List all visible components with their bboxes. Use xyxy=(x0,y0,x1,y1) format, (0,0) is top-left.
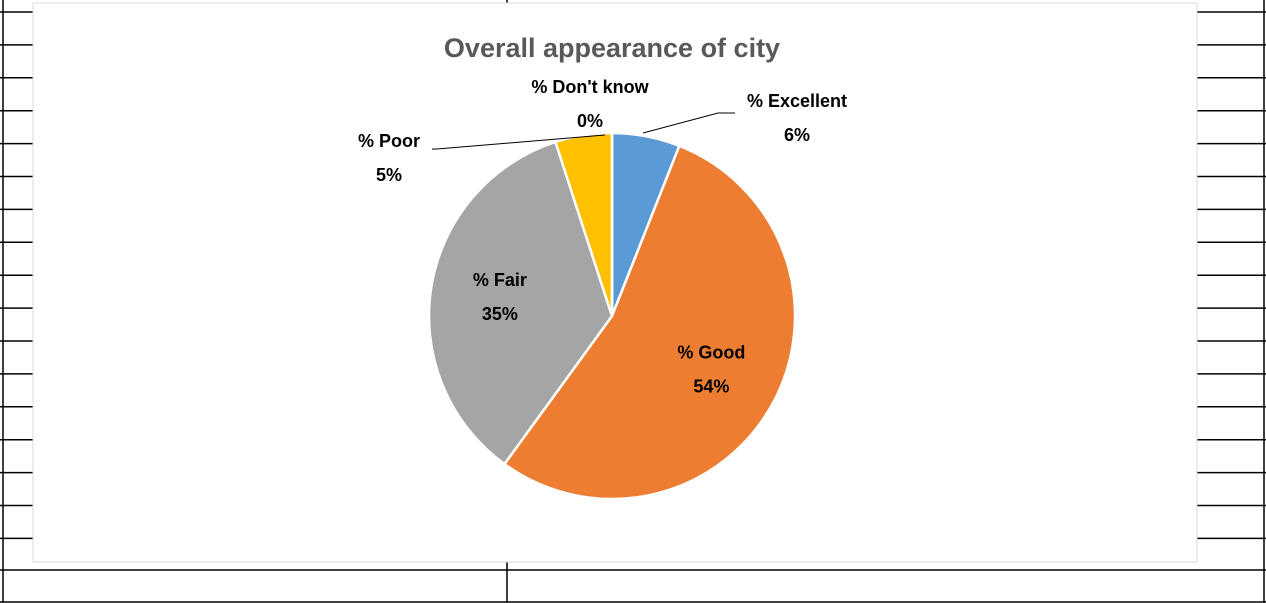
leader-line xyxy=(432,134,606,150)
leader-line xyxy=(642,112,735,134)
slice-value: 5% xyxy=(376,165,402,185)
slice-label: % Fair xyxy=(473,270,527,290)
slice-value: 6% xyxy=(784,125,810,145)
slice-value: 54% xyxy=(693,376,729,396)
chart-title: Overall appearance of city xyxy=(444,33,780,63)
slice-value: 35% xyxy=(482,304,518,324)
slice-label: % Poor xyxy=(358,131,420,151)
slice-label: % Don't know xyxy=(531,77,649,97)
slice-label: % Excellent xyxy=(747,91,847,111)
slice-label: % Good xyxy=(677,342,745,362)
pie-slice xyxy=(427,140,614,466)
slice-value: 0% xyxy=(577,111,603,131)
pie-slice xyxy=(502,144,797,501)
